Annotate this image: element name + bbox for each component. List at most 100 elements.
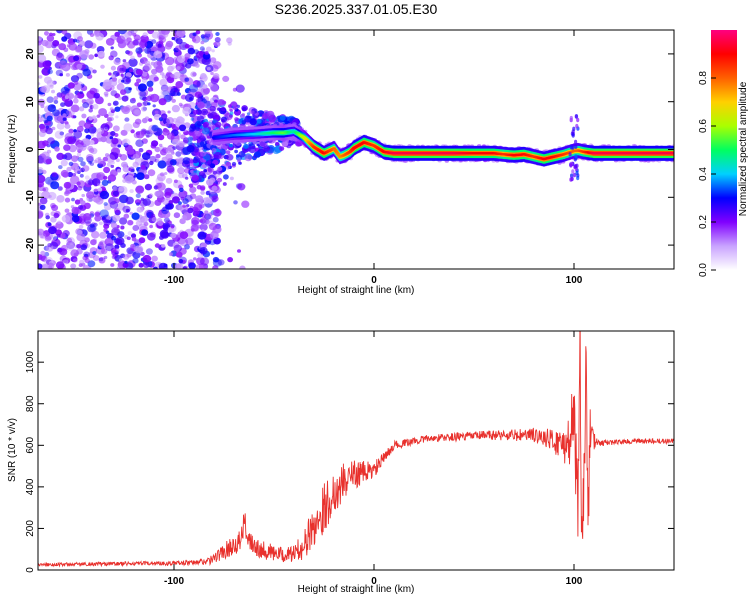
spectrogram-point [96, 127, 105, 135]
spectrogram-point [154, 243, 160, 248]
spectrogram-point [195, 195, 204, 203]
spectrogram-point [45, 127, 53, 135]
spectrogram-point [281, 141, 289, 147]
spectrogram-point [97, 158, 104, 165]
spectrogram-point [55, 221, 64, 229]
spectrogram-point [190, 169, 194, 174]
spectrogram-point [173, 179, 178, 184]
spectrogram-point [90, 239, 97, 246]
spectrogram-point [159, 235, 164, 240]
spectrogram-point [109, 107, 114, 111]
spectrogram-point [110, 263, 115, 267]
spectrogram-point [67, 237, 73, 243]
spectrogram-point [125, 196, 134, 205]
spectrogram-point [121, 76, 126, 80]
spectrogram-point [38, 192, 43, 198]
spectrogram-point [62, 259, 69, 265]
spectrogram-point [188, 262, 196, 269]
spectrogram-point [151, 39, 157, 44]
spectrogram-point [83, 213, 92, 221]
spectrogram-point [165, 177, 173, 184]
spectrogram-point [178, 172, 185, 179]
spectrogram-point [131, 97, 136, 101]
spectrogram-point [223, 174, 229, 180]
spectrogram-point [203, 217, 207, 221]
spectrogram-point [153, 76, 159, 82]
spectrogram-point [38, 45, 44, 53]
spectrogram-point [216, 177, 223, 183]
spectrogram-point [208, 82, 214, 88]
spectrogram-point [138, 237, 146, 244]
spectrogram-point [213, 42, 217, 46]
spectrogram-point [166, 165, 175, 173]
spectrogram-point [114, 31, 120, 37]
spectrogram-point [38, 75, 43, 79]
spectrogram-point [88, 161, 92, 165]
spectrogram-point [161, 207, 170, 215]
spectrogram-point [239, 265, 246, 269]
spectrogram-point [116, 83, 125, 91]
spectrogram-point [73, 80, 79, 85]
spectrogram-point [130, 243, 136, 249]
spectrogram-point [56, 30, 63, 34]
spectrogram-point [75, 46, 83, 52]
spectrogram-point [187, 140, 193, 146]
spectrogram-point [71, 115, 75, 119]
spectrogram-point [106, 117, 112, 122]
spectrogram-point [250, 110, 255, 115]
spectrogram-point [159, 78, 168, 87]
spectrogram-point [99, 257, 104, 262]
spectrogram-point [38, 263, 43, 269]
spectrogram-point [84, 258, 90, 264]
spectrogram-point [67, 136, 77, 145]
spectrogram-point [62, 117, 67, 121]
spectrogram-point [196, 115, 205, 123]
spectrogram-point [103, 202, 108, 206]
spectrogram-point [44, 235, 52, 242]
spectrogram-point [76, 72, 83, 79]
spectrogram-point [203, 30, 213, 35]
spectrogram-point [47, 243, 53, 248]
spectrogram-point [183, 130, 189, 136]
spectrogram-point [76, 152, 81, 157]
spectrogram-point [52, 40, 60, 47]
spectrogram-point [175, 251, 183, 258]
spectrogram-point [108, 72, 112, 76]
spectrogram-point [187, 47, 195, 55]
spectrogram-point [209, 57, 217, 63]
spectrogram-point [161, 244, 166, 248]
spectrogram-point [214, 37, 221, 43]
spectrogram-point [73, 98, 79, 104]
spectrogram-point [162, 129, 170, 136]
spectrogram-point [87, 179, 94, 186]
spectrogram-point [76, 39, 80, 43]
spectrogram-point [221, 119, 226, 123]
spectrogram-point [182, 106, 192, 115]
spectrogram-point [132, 257, 139, 264]
spectrogram-point [229, 176, 234, 181]
spectrogram-point [89, 33, 95, 37]
spectrogram-point [164, 122, 170, 127]
spectrogram-point [177, 55, 186, 63]
spectrogram-point [160, 89, 168, 96]
spectrogram-point [58, 43, 67, 51]
spectrogram-point [135, 139, 144, 147]
spectrogram-point [104, 93, 109, 98]
spectrogram-point [64, 95, 69, 100]
spectrogram-point [48, 226, 57, 235]
spectrogram-point [85, 154, 94, 162]
spectrogram-point [119, 217, 128, 225]
spectrogram-point [76, 181, 81, 186]
spectrogram-point [97, 183, 101, 187]
spectrogram-point [81, 193, 85, 198]
spectrogram-point [170, 73, 175, 78]
spectrogram-point [38, 210, 44, 218]
spectrogram-point [62, 113, 67, 118]
spectrogram-point [99, 231, 107, 239]
spectrogram-point [173, 244, 182, 253]
spectrogram-point [140, 215, 148, 224]
spectrogram-point [212, 73, 220, 79]
spectrogram-point [199, 185, 206, 191]
spectrogram-point [192, 109, 199, 115]
spectrogram-point [141, 152, 151, 161]
